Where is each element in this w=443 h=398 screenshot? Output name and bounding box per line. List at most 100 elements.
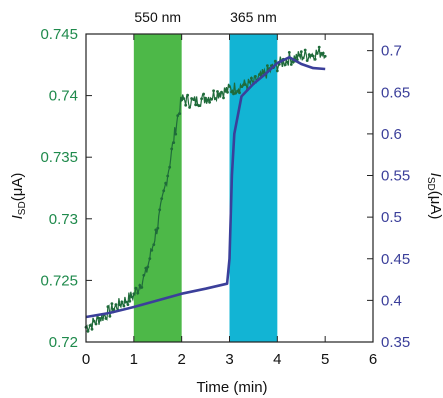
series-0-point xyxy=(130,295,133,298)
series-0-point xyxy=(318,46,321,49)
series-0-point xyxy=(146,266,149,269)
series-0-point xyxy=(166,175,169,178)
series-0-point xyxy=(172,141,175,144)
series-0-point xyxy=(314,58,317,61)
series-0-point xyxy=(148,257,151,260)
series-0-point xyxy=(244,83,247,86)
series-0-point xyxy=(174,133,177,136)
series-0-point xyxy=(99,317,102,320)
series-0-point xyxy=(202,93,205,96)
series-0-point xyxy=(128,300,131,303)
left-y-tick-label-4: 0.74 xyxy=(49,88,78,105)
series-0-point xyxy=(162,189,165,192)
left-y-tick-label-1: 0.725 xyxy=(40,272,78,289)
series-0-point xyxy=(200,97,203,100)
right-y-tick-label-6: 0.65 xyxy=(381,84,410,101)
series-0-point xyxy=(127,303,130,306)
series-0-point xyxy=(134,287,137,290)
x-tick-label-3: 3 xyxy=(225,351,233,368)
series-0-point xyxy=(93,320,96,323)
series-0-point xyxy=(290,63,293,66)
band-label-0: 550 nm xyxy=(134,9,181,25)
series-0-point xyxy=(238,91,241,94)
series-0-point xyxy=(132,292,135,295)
series-0-point xyxy=(276,70,279,73)
series-0-point xyxy=(87,330,90,333)
series-0-point xyxy=(168,166,171,169)
series-0-point xyxy=(304,49,307,52)
series-0-point xyxy=(160,197,163,200)
series-0-point xyxy=(228,85,231,88)
series-0-point xyxy=(136,292,139,295)
series-0-point xyxy=(298,54,301,57)
series-0-point xyxy=(111,302,114,305)
band-label-1: 365 nm xyxy=(230,9,277,25)
series-0-point xyxy=(192,98,195,101)
x-tick-label-0: 0 xyxy=(82,351,90,368)
series-0-point xyxy=(178,112,181,115)
series-0-point xyxy=(250,77,253,80)
x-tick-label-5: 5 xyxy=(321,351,329,368)
series-0-point xyxy=(198,104,201,107)
series-0-point xyxy=(312,55,315,58)
series-0-point xyxy=(254,75,257,78)
right-y-tick-label-5: 0.6 xyxy=(381,126,402,143)
right-y-tick-label-2: 0.45 xyxy=(381,251,410,268)
x-tick-label-4: 4 xyxy=(273,351,281,368)
series-0-point xyxy=(248,81,251,84)
series-0-point xyxy=(91,328,94,331)
series-0-point xyxy=(182,97,185,100)
series-0-point xyxy=(210,98,213,101)
series-0-point xyxy=(324,55,327,58)
series-0-point xyxy=(184,104,187,107)
series-0-point xyxy=(176,114,179,117)
series-0-point xyxy=(188,106,191,109)
series-0-point xyxy=(105,317,108,320)
series-0-point xyxy=(119,303,122,306)
right-y-tick-label-1: 0.4 xyxy=(381,292,402,309)
series-0-point xyxy=(214,97,217,100)
series-0-point xyxy=(234,92,237,95)
tick-labels: 0 1 2 3 4 5 6 0.72 0.725 0.73 0.735 0.74 0.745 0.35 0.… xyxy=(40,26,410,368)
x-tick-label-1: 1 xyxy=(130,351,138,368)
series-0-point xyxy=(156,227,159,230)
series-0-point xyxy=(286,61,289,64)
series-0-point xyxy=(164,182,167,185)
x-tick-label-2: 2 xyxy=(177,351,185,368)
x-axis-label: Time (min) xyxy=(196,379,267,396)
series-0-point xyxy=(152,243,155,246)
series-0-point xyxy=(123,305,126,308)
series-0-point xyxy=(288,51,291,54)
right-y-tick-label-7: 0.7 xyxy=(381,43,402,60)
left-y-tick-label-0: 0.72 xyxy=(49,334,78,351)
series-0-point xyxy=(284,63,287,66)
series-0-point xyxy=(222,97,225,100)
series-0-point xyxy=(226,91,229,94)
series-0-point xyxy=(186,94,189,97)
series-0-point xyxy=(109,315,112,318)
series-0-point xyxy=(150,249,153,252)
series-0-point xyxy=(300,50,303,53)
series-0-point xyxy=(212,89,215,92)
left-y-tick-label-2: 0.73 xyxy=(49,211,78,228)
series-0-point xyxy=(89,324,92,327)
series-0-point xyxy=(306,59,309,62)
right-y-tick-label-4: 0.55 xyxy=(381,168,410,185)
series-0-point xyxy=(142,274,145,277)
series-0-point xyxy=(216,90,219,93)
series-0-point xyxy=(322,52,325,55)
left-y-tick-label-5: 0.745 xyxy=(40,26,78,43)
right-y-tick-label-3: 0.5 xyxy=(381,209,402,226)
series-0-point xyxy=(170,148,173,151)
series-0-point xyxy=(266,64,269,67)
series-0-point xyxy=(140,286,143,289)
series-0-point xyxy=(107,305,110,308)
series-0-point xyxy=(158,208,161,211)
series-0-point xyxy=(220,91,223,94)
series-0-point xyxy=(125,301,128,304)
left-y-axis-label: ISD(μA) xyxy=(9,173,28,220)
series-0-point xyxy=(115,303,118,306)
left-y-tick-label-3: 0.735 xyxy=(40,149,78,166)
right-y-axis-label: ISD(μA) xyxy=(425,173,443,220)
series-0-point xyxy=(204,97,207,100)
